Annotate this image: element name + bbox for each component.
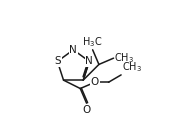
Text: N: N	[70, 45, 77, 55]
Text: O: O	[82, 105, 91, 115]
Text: N: N	[85, 56, 93, 66]
Text: O: O	[91, 77, 99, 87]
Text: CH$_3$: CH$_3$	[114, 51, 134, 65]
Text: S: S	[54, 56, 61, 66]
Text: H$_3$C: H$_3$C	[82, 35, 103, 49]
Text: CH$_3$: CH$_3$	[122, 61, 142, 74]
